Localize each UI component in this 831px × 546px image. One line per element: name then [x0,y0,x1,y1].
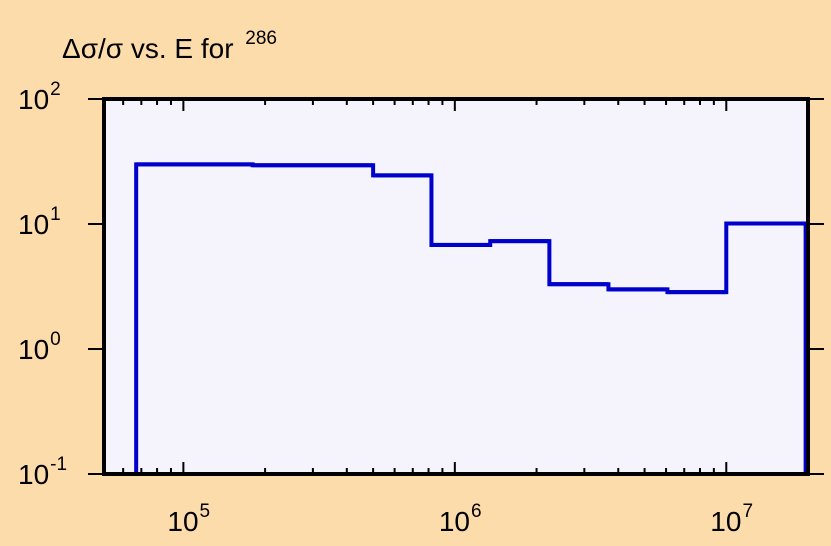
chart-title: Δσ/σ vs. E for 286 [62,28,277,64]
y-tick-label-exponent: 2 [50,79,61,100]
series-layer [134,162,808,474]
y-tick-label: 10-1 [18,454,67,490]
plot-area [104,99,808,474]
x-tick-label-exponent: 7 [742,501,753,522]
x-tick-label-base: 10 [710,506,741,537]
x-tick-label: 107 [710,501,753,537]
chart-title-text: Δσ/σ vs. E for [62,33,234,64]
y-tick-label-base: 10 [18,334,49,365]
plot-frame [102,97,810,476]
y-tick-label-exponent: 1 [50,204,61,225]
x-tick-label: 105 [167,501,210,537]
y-tick-label-exponent: 0 [50,329,61,350]
chart-title-superscript: 286 [245,28,277,49]
y-tick-label: 100 [18,329,61,365]
x-tick-label-exponent: 5 [200,501,211,522]
y-tick-label-exponent: -1 [50,454,67,475]
x-tick-label-exponent: 6 [471,501,482,522]
x-tick-label-base: 10 [439,506,470,537]
y-tick-label-base: 10 [18,209,49,240]
x-tick-label-base: 10 [167,506,198,537]
y-tick-label: 102 [18,79,61,115]
y-tick-label-base: 10 [18,459,49,490]
y-tick-label-base: 10 [18,84,49,115]
y-tick-label: 101 [18,204,61,240]
x-tick-label: 106 [439,501,482,537]
